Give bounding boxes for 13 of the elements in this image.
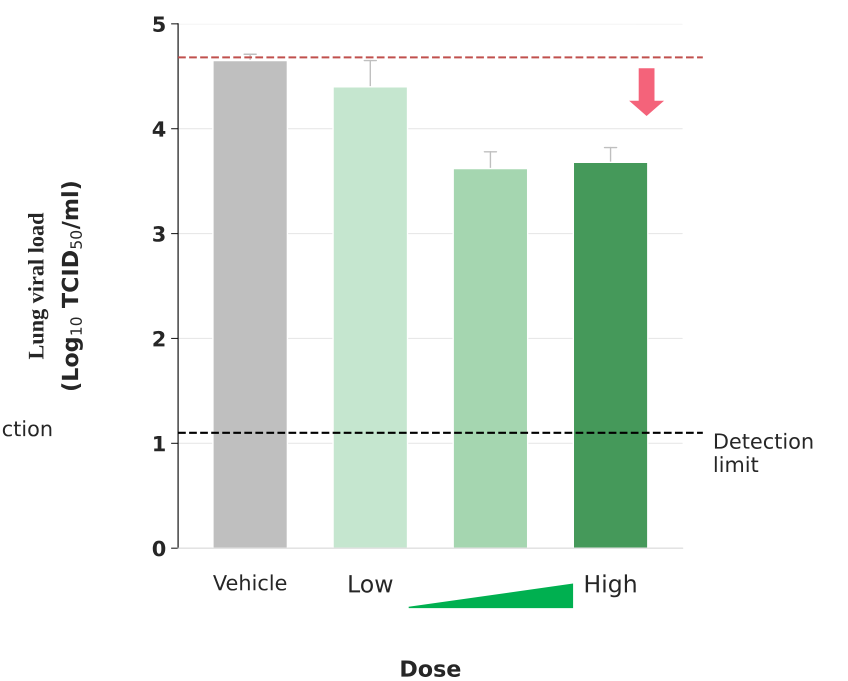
y-tick-label: 1: [154, 436, 165, 452]
x-axis-title: Dose: [401, 660, 460, 677]
y-tick-label: 5: [153, 16, 165, 32]
x-tick-label: Low: [349, 575, 393, 593]
y-tick-label: 2: [153, 330, 164, 346]
x-tick-label: Vehicle: [213, 574, 286, 591]
y-axis-title: Lung viral load (Log$_{10}$ TCID$_{50}$/ml): [28, 182, 83, 390]
x-tick-label: High: [586, 574, 636, 598]
y-tick-label: 0: [152, 540, 166, 556]
text: ction: [2, 420, 52, 436]
y-tick-label: 3: [153, 226, 165, 242]
ref-line-label: Detection limit: [714, 432, 812, 472]
y-tick-label: 4: [152, 121, 166, 137]
